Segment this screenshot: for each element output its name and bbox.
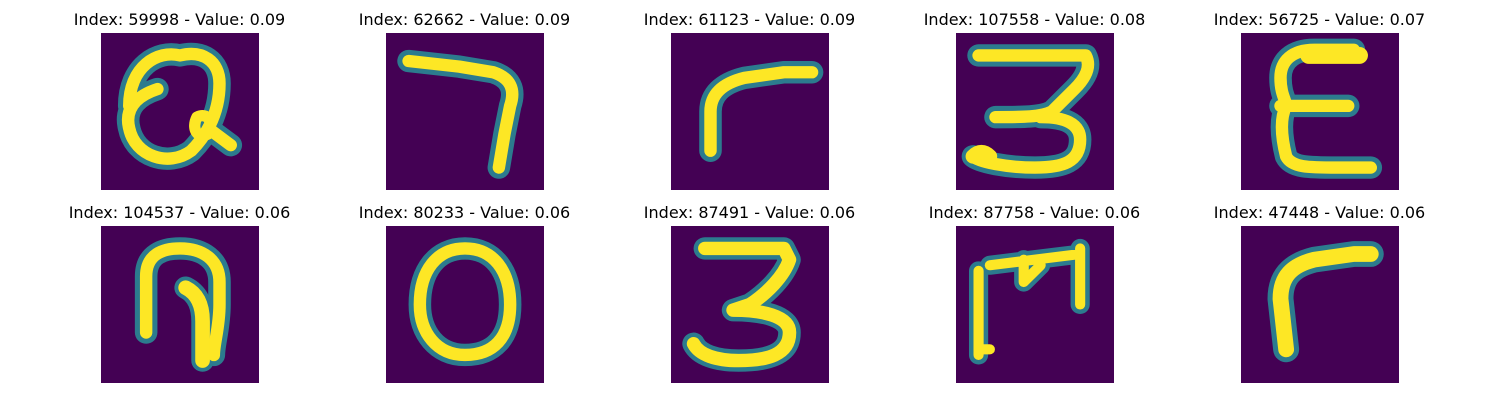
sample-image-7 [386,226,544,383]
sample-cell-9: Index: 87758 - Value: 0.06 [892,202,1177,392]
sample-image-8 [671,226,829,383]
sample-title-7: Index: 80233 - Value: 0.06 [358,203,571,222]
glyph-e-image [1269,38,1383,179]
sample-image-5 [1241,33,1399,190]
glyph-r-image [1267,241,1384,363]
sample-title-9: Index: 87758 - Value: 0.06 [928,203,1141,222]
sample-title-2: Index: 62662 - Value: 0.09 [358,10,571,29]
sample-title-10: Index: 47448 - Value: 0.06 [1213,203,1426,222]
sample-image-1 [101,33,259,190]
sample-title-3: Index: 61123 - Value: 0.09 [643,10,856,29]
sample-image-2 [386,33,544,190]
sample-cell-10: Index: 47448 - Value: 0.06 [1177,202,1462,392]
glyph-m-image [968,238,1090,365]
glyph-3-image [682,237,801,372]
glyph-3-image [961,44,1100,179]
sample-cell-1: Index: 59998 - Value: 0.09 [37,9,322,199]
glyph-p-image [134,237,231,372]
sample-title-6: Index: 104537 - Value: 0.06 [68,203,291,222]
sample-image-6 [101,226,259,383]
sample-image-10 [1241,226,1399,383]
sample-cell-6: Index: 104537 - Value: 0.06 [37,202,322,392]
glyph-r-image [699,61,824,162]
sample-title-8: Index: 87491 - Value: 0.06 [643,203,856,222]
sample-title-4: Index: 107558 - Value: 0.08 [923,10,1146,29]
sample-image-3 [671,33,829,190]
sample-cell-7: Index: 80233 - Value: 0.06 [322,202,607,392]
sample-cell-4: Index: 107558 - Value: 0.08 [892,9,1177,199]
sample-cell-3: Index: 61123 - Value: 0.09 [607,9,892,199]
glyph-7-image [397,49,524,179]
glyph-o-image [408,237,522,367]
sample-image-4 [956,33,1114,190]
sample-title-1: Index: 59998 - Value: 0.09 [73,10,286,29]
sample-title-5: Index: 56725 - Value: 0.07 [1213,10,1426,29]
sample-cell-2: Index: 62662 - Value: 0.09 [322,9,607,199]
glyph-q-image [116,42,243,170]
sample-image-9 [956,226,1114,383]
sample-cell-8: Index: 87491 - Value: 0.06 [607,202,892,392]
sample-cell-5: Index: 56725 - Value: 0.07 [1177,9,1462,199]
